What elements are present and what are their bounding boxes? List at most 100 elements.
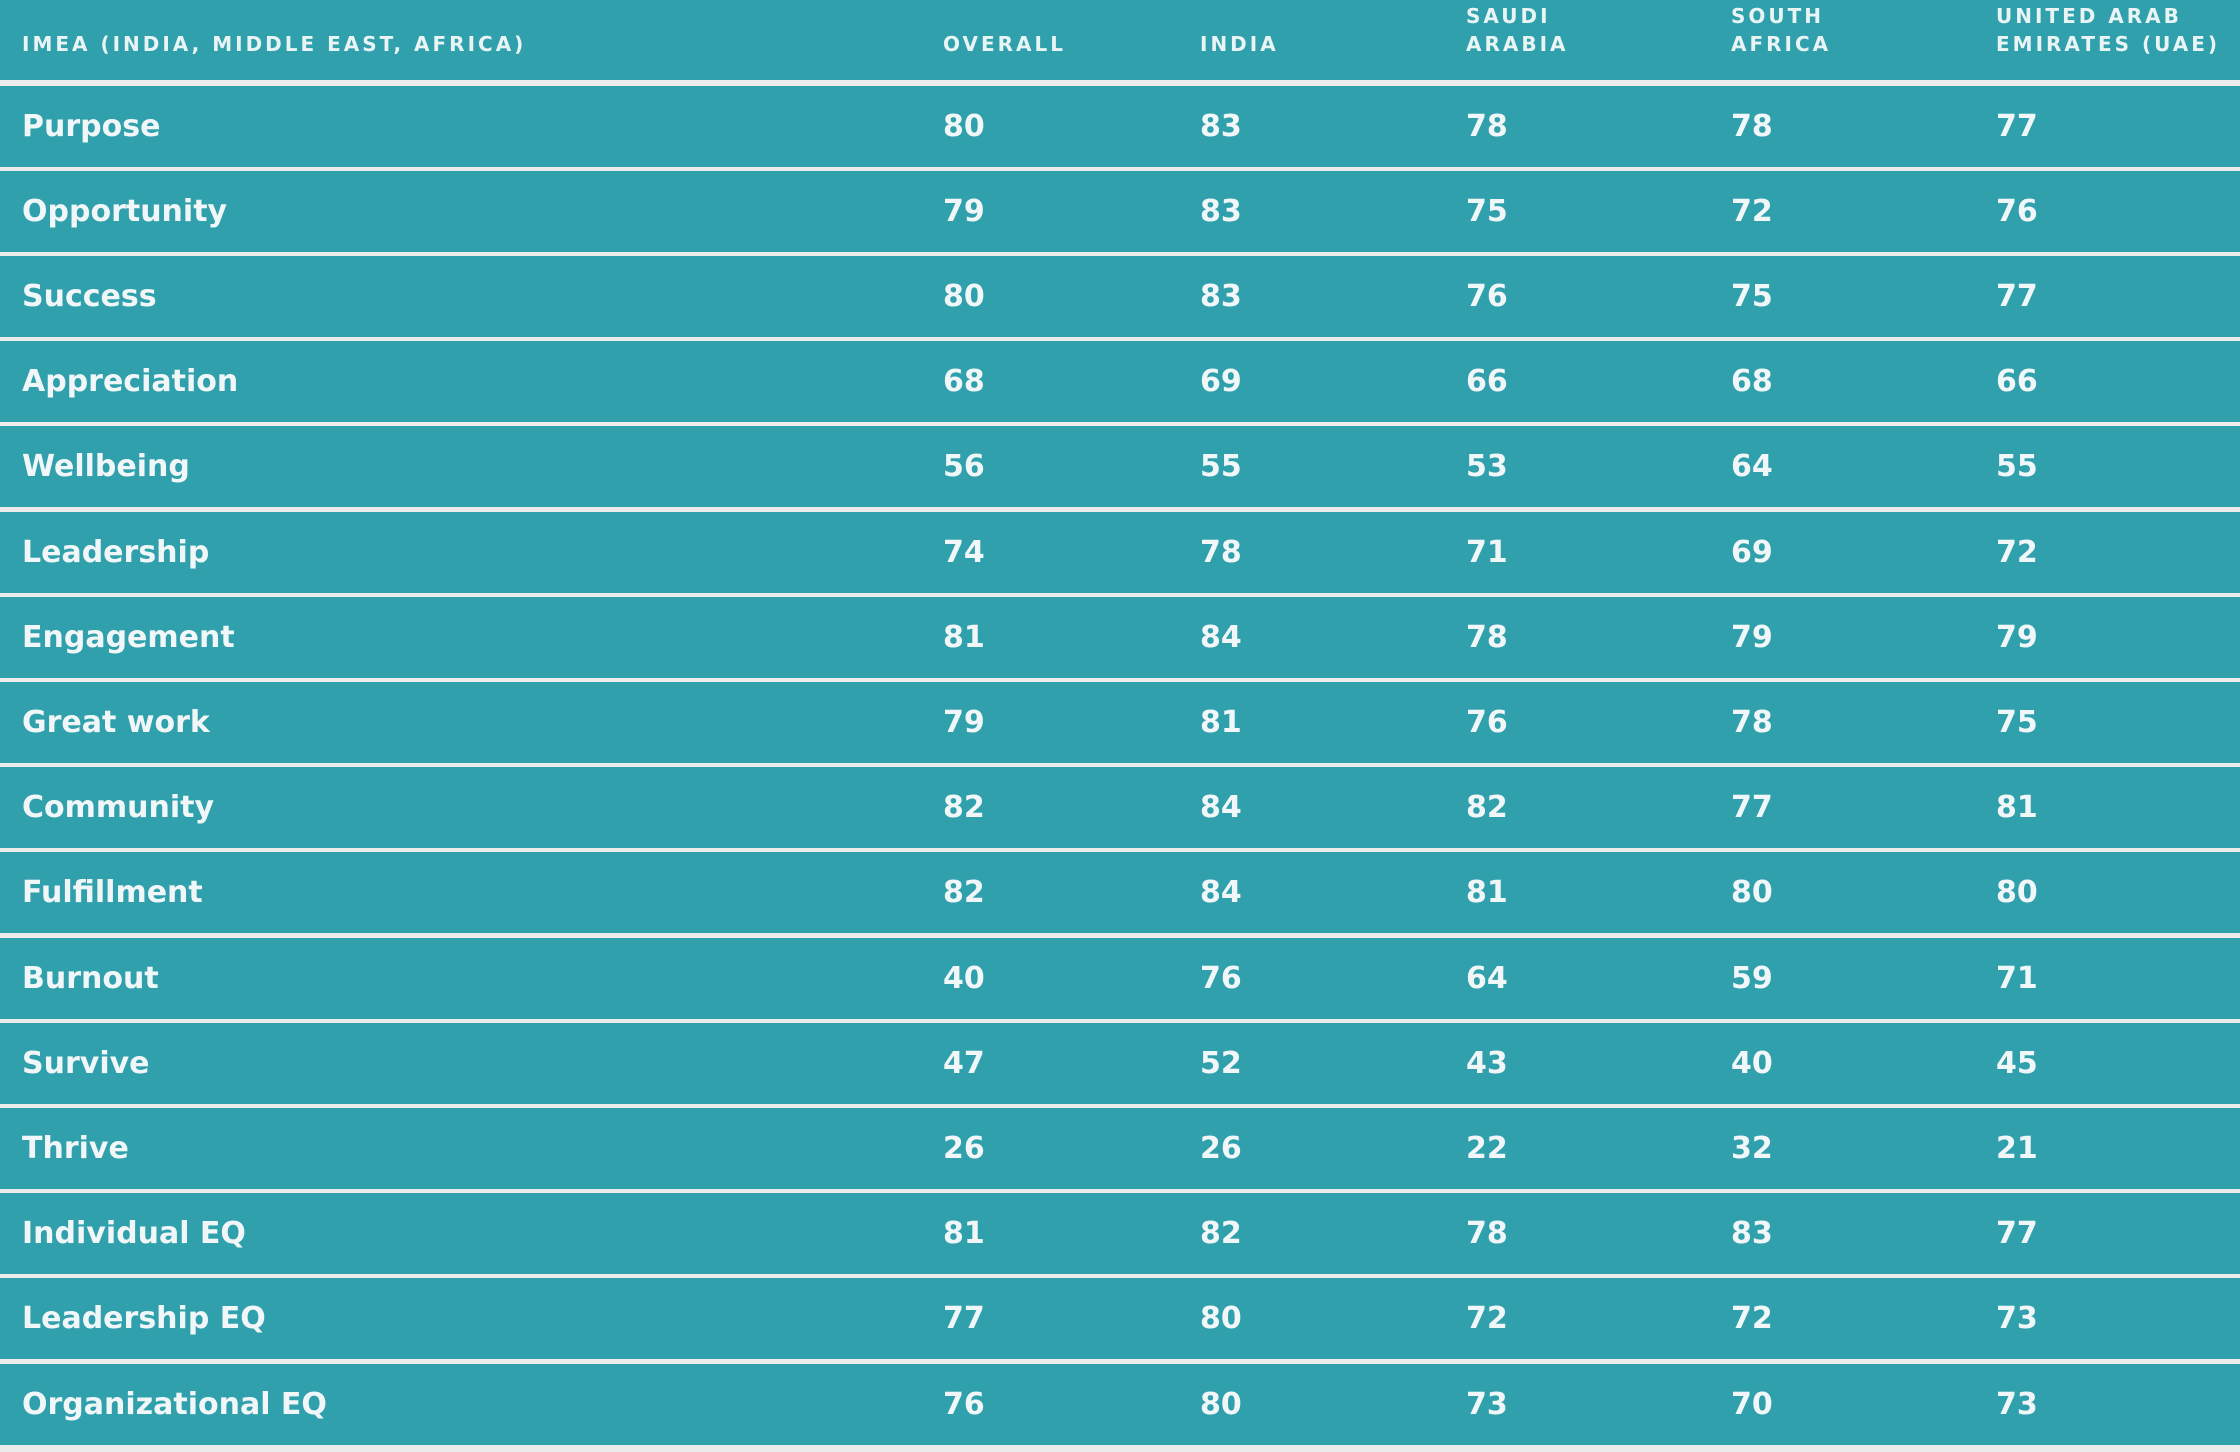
cell-south-africa: 69 <box>1731 535 1773 570</box>
column-header-saudi-arabia: SAUDI ARABIA <box>1466 4 1569 56</box>
cell-india: 69 <box>1200 364 1242 399</box>
cell-uae: 80 <box>1996 875 2038 910</box>
cell-india: 78 <box>1200 535 1242 570</box>
cell-overall: 82 <box>943 790 985 825</box>
cell-saudi-arabia: 82 <box>1466 790 1508 825</box>
cell-overall: 82 <box>943 875 985 910</box>
table-row: Leadership 74 78 71 69 72 <box>0 512 2240 593</box>
cell-saudi-arabia: 78 <box>1466 620 1508 655</box>
column-header-region: IMEA (INDIA, MIDDLE EAST, AFRICA) <box>22 32 527 56</box>
table-row: Burnout 40 76 64 59 71 <box>0 938 2240 1019</box>
cell-overall: 79 <box>943 705 985 740</box>
cell-overall: 76 <box>943 1387 985 1422</box>
cell-overall: 56 <box>943 449 985 484</box>
row-label: Opportunity <box>22 194 228 229</box>
cell-india: 83 <box>1200 279 1242 314</box>
cell-saudi-arabia: 72 <box>1466 1301 1508 1336</box>
table-row: Thrive 26 26 22 32 21 <box>0 1108 2240 1189</box>
cell-south-africa: 68 <box>1731 364 1773 399</box>
cell-uae: 72 <box>1996 535 2038 570</box>
cell-india: 84 <box>1200 875 1242 910</box>
row-label: Community <box>22 790 215 825</box>
cell-india: 82 <box>1200 1216 1242 1251</box>
row-label: Leadership EQ <box>22 1301 266 1336</box>
cell-overall: 47 <box>943 1046 985 1081</box>
cell-uae: 75 <box>1996 705 2038 740</box>
table-row: Leadership EQ 77 80 72 72 73 <box>0 1278 2240 1359</box>
cell-overall: 79 <box>943 194 985 229</box>
cell-overall: 77 <box>943 1301 985 1336</box>
cell-uae: 81 <box>1996 790 2038 825</box>
cell-uae: 21 <box>1996 1131 2038 1166</box>
row-label: Fulfillment <box>22 875 203 910</box>
row-label: Thrive <box>22 1131 129 1166</box>
cell-uae: 77 <box>1996 1216 2038 1251</box>
cell-overall: 74 <box>943 535 985 570</box>
cell-india: 84 <box>1200 790 1242 825</box>
cell-uae: 71 <box>1996 961 2038 996</box>
cell-saudi-arabia: 75 <box>1466 194 1508 229</box>
row-label: Organizational EQ <box>22 1387 327 1422</box>
table-row: Organizational EQ 76 80 73 70 73 <box>0 1364 2240 1445</box>
cell-south-africa: 78 <box>1731 705 1773 740</box>
column-header-uae: UNITED ARAB EMIRATES (UAE) <box>1996 4 2221 56</box>
row-label: Survive <box>22 1046 150 1081</box>
table-row: Opportunity 79 83 75 72 76 <box>0 171 2240 252</box>
cell-saudi-arabia: 76 <box>1466 705 1508 740</box>
cell-overall: 80 <box>943 109 985 144</box>
table-row: Wellbeing 56 55 53 64 55 <box>0 426 2240 507</box>
cell-saudi-arabia: 76 <box>1466 279 1508 314</box>
cell-south-africa: 59 <box>1731 961 1773 996</box>
cell-saudi-arabia: 22 <box>1466 1131 1508 1166</box>
cell-india: 81 <box>1200 705 1242 740</box>
cell-south-africa: 83 <box>1731 1216 1773 1251</box>
cell-uae: 77 <box>1996 109 2038 144</box>
row-label: Purpose <box>22 109 161 144</box>
cell-south-africa: 75 <box>1731 279 1773 314</box>
row-label: Burnout <box>22 961 159 996</box>
cell-uae: 73 <box>1996 1301 2038 1336</box>
cell-south-africa: 79 <box>1731 620 1773 655</box>
cell-india: 52 <box>1200 1046 1242 1081</box>
cell-saudi-arabia: 78 <box>1466 109 1508 144</box>
cell-south-africa: 64 <box>1731 449 1773 484</box>
row-label: Appreciation <box>22 364 239 399</box>
cell-overall: 26 <box>943 1131 985 1166</box>
table-row: Appreciation 68 69 66 68 66 <box>0 341 2240 422</box>
column-header-south-africa: SOUTH AFRICA <box>1731 4 1832 56</box>
table-row: Community 82 84 82 77 81 <box>0 767 2240 848</box>
cell-india: 84 <box>1200 620 1242 655</box>
cell-overall: 80 <box>943 279 985 314</box>
cell-india: 83 <box>1200 194 1242 229</box>
column-header-india: INDIA <box>1200 32 1279 56</box>
cell-south-africa: 40 <box>1731 1046 1773 1081</box>
cell-saudi-arabia: 78 <box>1466 1216 1508 1251</box>
cell-saudi-arabia: 53 <box>1466 449 1508 484</box>
row-label: Great work <box>22 705 210 740</box>
cell-uae: 45 <box>1996 1046 2038 1081</box>
cell-south-africa: 72 <box>1731 194 1773 229</box>
row-label: Engagement <box>22 620 235 655</box>
cell-overall: 81 <box>943 620 985 655</box>
cell-saudi-arabia: 71 <box>1466 535 1508 570</box>
cell-uae: 76 <box>1996 194 2038 229</box>
cell-overall: 68 <box>943 364 985 399</box>
row-label: Leadership <box>22 535 210 570</box>
table-row: Great work 79 81 76 78 75 <box>0 682 2240 763</box>
cell-india: 55 <box>1200 449 1242 484</box>
cell-india: 80 <box>1200 1387 1242 1422</box>
table-row: Survive 47 52 43 40 45 <box>0 1023 2240 1104</box>
cell-saudi-arabia: 66 <box>1466 364 1508 399</box>
table-row: Success 80 83 76 75 77 <box>0 256 2240 337</box>
table-header: IMEA (INDIA, MIDDLE EAST, AFRICA) OVERAL… <box>0 0 2240 80</box>
cell-india: 26 <box>1200 1131 1242 1166</box>
cell-uae: 77 <box>1996 279 2038 314</box>
cell-uae: 79 <box>1996 620 2038 655</box>
cell-uae: 73 <box>1996 1387 2038 1422</box>
cell-south-africa: 77 <box>1731 790 1773 825</box>
cell-south-africa: 70 <box>1731 1387 1773 1422</box>
table-row: Individual EQ 81 82 78 83 77 <box>0 1193 2240 1274</box>
table-row: Fulfillment 82 84 81 80 80 <box>0 852 2240 933</box>
cell-overall: 40 <box>943 961 985 996</box>
